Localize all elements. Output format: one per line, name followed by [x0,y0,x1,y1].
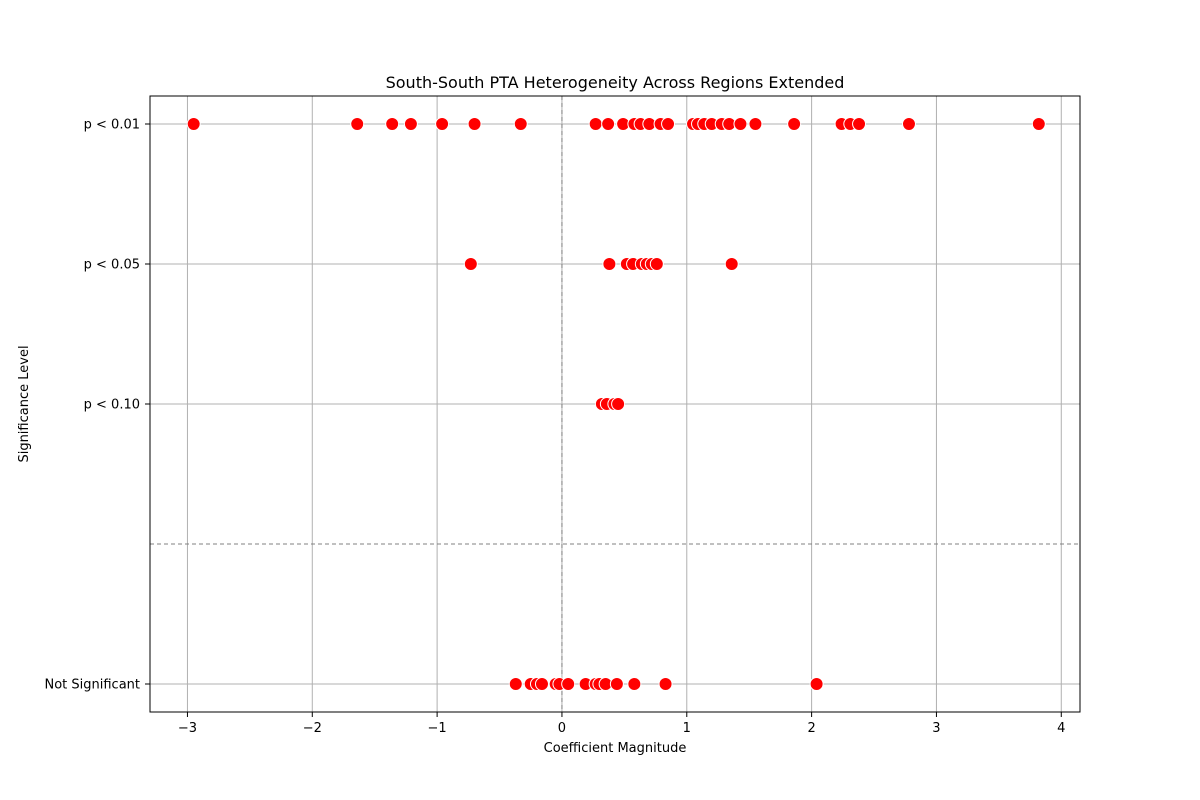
data-point [435,117,450,131]
data-point [658,677,673,691]
data-point [609,677,624,691]
data-point [787,117,802,131]
y-tick-label: p < 0.01 [84,118,140,133]
data-point [733,117,748,131]
y-tick-label: p < 0.10 [84,398,140,413]
data-point [627,677,642,691]
x-tick-label: 4 [1057,721,1065,736]
x-axis-ticks: −3 −2 −1 0 1 2 3 4 [178,712,1065,736]
reference-lines [150,96,1080,712]
data-point [467,117,482,131]
data-points [186,117,1046,691]
data-point [534,677,549,691]
y-axis-label: Significance Level [17,345,32,462]
y-axis-ticks: p < 0.01 p < 0.05 p < 0.10 Not Significant [44,118,150,693]
y-tick-label: Not Significant [44,678,140,693]
data-point [611,397,626,411]
x-tick-label: 0 [558,721,566,736]
data-point [385,117,400,131]
data-point [508,677,523,691]
data-point [661,117,676,131]
x-tick-label: 2 [807,721,815,736]
data-point [1031,117,1046,131]
data-point [350,117,365,131]
x-tick-label: −1 [428,721,447,736]
data-point [463,257,478,271]
data-point [513,117,528,131]
data-point [602,257,617,271]
x-tick-label: −2 [303,721,322,736]
x-tick-label: −3 [178,721,197,736]
data-point [649,257,664,271]
data-point [588,117,603,131]
x-tick-label: 1 [683,721,691,736]
data-point [724,257,739,271]
x-tick-label: 3 [932,721,940,736]
data-point [748,117,763,131]
data-point [809,677,824,691]
chart-title: South-South PTA Heterogeneity Across Reg… [386,73,845,92]
data-point [186,117,201,131]
data-point [852,117,867,131]
data-point [601,117,616,131]
x-axis-label: Coefficient Magnitude [544,741,687,756]
data-point [901,117,916,131]
y-tick-label: p < 0.05 [84,258,140,273]
data-point [403,117,418,131]
data-point [561,677,576,691]
